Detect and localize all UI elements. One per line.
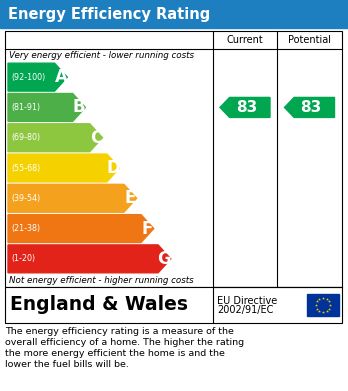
Polygon shape (8, 124, 102, 152)
Text: (21-38): (21-38) (11, 224, 40, 233)
Text: 2002/91/EC: 2002/91/EC (217, 305, 274, 315)
Polygon shape (8, 154, 120, 182)
Text: Very energy efficient - lower running costs: Very energy efficient - lower running co… (9, 51, 194, 60)
Bar (5, 287, 342, 323)
Text: the more energy efficient the home is and the: the more energy efficient the home is an… (5, 349, 225, 358)
Polygon shape (285, 97, 334, 117)
Bar (5, 31, 342, 287)
Text: (69-80): (69-80) (11, 133, 40, 142)
Text: (39-54): (39-54) (11, 194, 40, 203)
Text: G: G (158, 250, 171, 268)
Text: A: A (55, 68, 68, 86)
Polygon shape (220, 97, 270, 117)
Text: lower the fuel bills will be.: lower the fuel bills will be. (5, 360, 129, 369)
Polygon shape (8, 93, 85, 121)
Text: C: C (90, 129, 102, 147)
Bar (0, 0, 348, 28)
Polygon shape (8, 215, 154, 242)
Polygon shape (8, 245, 171, 273)
Text: England & Wales: England & Wales (10, 296, 188, 314)
Polygon shape (8, 184, 137, 212)
Text: Not energy efficient - higher running costs: Not energy efficient - higher running co… (9, 276, 193, 285)
Bar (307, 294, 339, 316)
Text: (81-91): (81-91) (11, 103, 40, 112)
Text: F: F (142, 220, 153, 238)
Text: EU Directive: EU Directive (217, 296, 277, 306)
Text: E: E (125, 189, 136, 207)
Text: 83: 83 (236, 100, 257, 115)
Text: Energy Efficiency Rating: Energy Efficiency Rating (8, 7, 210, 22)
Text: (1-20): (1-20) (11, 255, 35, 264)
Polygon shape (8, 63, 67, 91)
Text: B: B (73, 99, 85, 117)
Text: The energy efficiency rating is a measure of the: The energy efficiency rating is a measur… (5, 327, 234, 336)
Text: Current: Current (227, 35, 263, 45)
Text: overall efficiency of a home. The higher the rating: overall efficiency of a home. The higher… (5, 338, 244, 347)
Text: (92-100): (92-100) (11, 73, 45, 82)
Text: (55-68): (55-68) (11, 163, 40, 172)
Text: 83: 83 (300, 100, 322, 115)
Text: Potential: Potential (288, 35, 331, 45)
Text: D: D (106, 159, 120, 177)
